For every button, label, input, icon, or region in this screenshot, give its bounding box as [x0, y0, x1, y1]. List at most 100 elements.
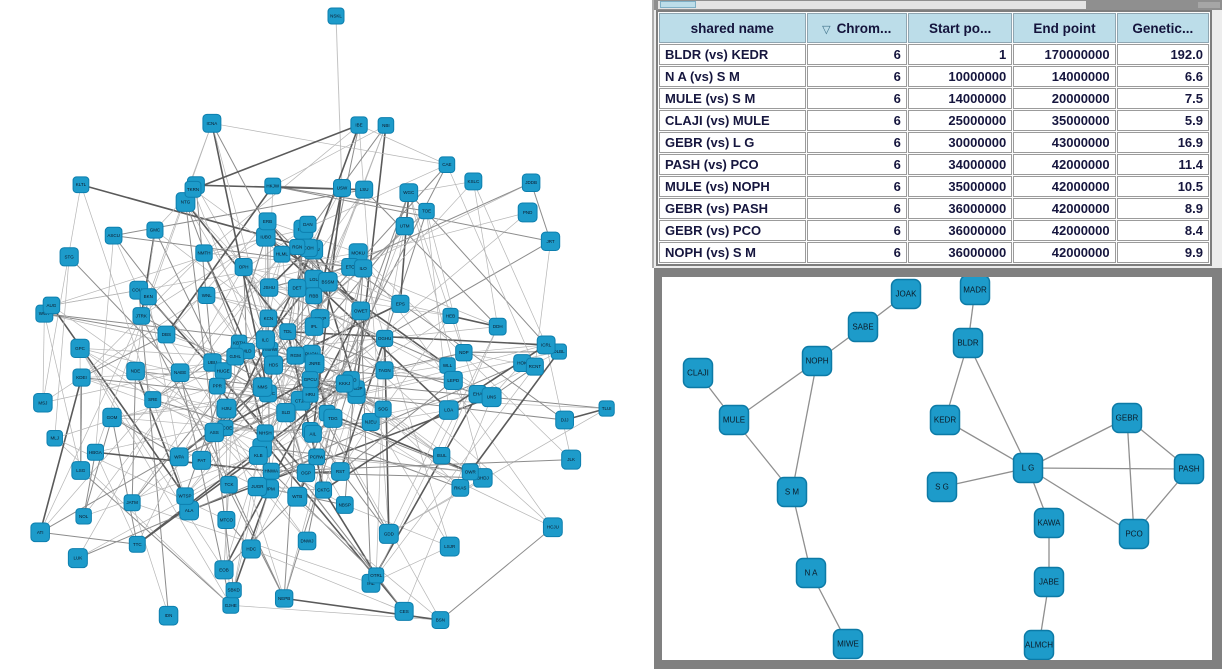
cell-value[interactable]: 42000000 [1013, 220, 1116, 241]
cell-shared-name[interactable]: NOPH (vs) S M [659, 242, 806, 263]
cell-value[interactable]: 10000000 [907, 66, 1013, 87]
network-node-MULE[interactable]: MULE [718, 404, 750, 436]
network-node-KEDR[interactable]: KEDR [929, 404, 961, 436]
network-node[interactable]: WTB [287, 486, 308, 507]
filter-funnel-icon[interactable]: ▽ [822, 23, 831, 36]
network-node[interactable]: NJEU [361, 412, 380, 431]
network-node[interactable]: SBKD [225, 582, 242, 599]
network-node-MIWE[interactable]: MIWE [832, 628, 864, 660]
network-node[interactable]: ILO [354, 259, 373, 278]
network-node[interactable]: OWR [461, 463, 479, 481]
network-node[interactable]: NMTH [195, 244, 213, 262]
cell-value[interactable]: 5.9 [1116, 110, 1209, 131]
network-node[interactable]: OGHU [376, 329, 394, 348]
cell-shared-name[interactable]: GEBR (vs) PASH [659, 198, 806, 219]
network-node[interactable]: HDS [263, 355, 284, 375]
network-node[interactable]: DNWJ [297, 531, 317, 551]
cell-shared-name[interactable]: MULE (vs) S M [659, 88, 806, 109]
cell-value[interactable]: 30000000 [907, 132, 1013, 153]
network-node-BLDR[interactable]: BLDR [952, 327, 984, 359]
network-node[interactable]: AIL [303, 424, 322, 443]
network-node[interactable]: JDDB [521, 173, 541, 192]
cell-value[interactable]: 42000000 [1013, 154, 1116, 175]
network-node[interactable]: WPA [169, 447, 189, 467]
network-node[interactable]: ISUL [432, 447, 451, 465]
network-node[interactable]: TDG [323, 408, 343, 428]
network-node-ALMCH[interactable]: ALMCH [1023, 629, 1055, 660]
network-node[interactable]: JATM [123, 494, 141, 512]
network-node[interactable]: RST [331, 462, 350, 481]
network-node[interactable]: WGC [399, 183, 419, 202]
network-node[interactable]: HUGE [214, 362, 232, 380]
network-node[interactable]: ERB [258, 212, 277, 231]
network-node-L G[interactable]: L G [1012, 452, 1044, 484]
network-edge-NOPH-S M[interactable] [791, 360, 818, 493]
network-node[interactable]: BKN [139, 288, 157, 306]
network-node[interactable]: HEB [442, 307, 459, 324]
network-node[interactable]: ASS [204, 422, 224, 443]
cell-value[interactable]: 8.9 [1116, 198, 1209, 219]
cell-shared-name[interactable]: MULE (vs) NOPH [659, 176, 806, 197]
cell-value[interactable]: 42000000 [1013, 176, 1116, 197]
network-node[interactable]: SLD [276, 403, 296, 423]
column-header-start-po[interactable]: Start po... [907, 13, 1013, 43]
network-node-KAWA[interactable]: KAWA [1033, 507, 1065, 539]
network-edge-L G-PCO[interactable] [1027, 467, 1135, 535]
network-node-NOPH[interactable]: NOPH [801, 345, 833, 377]
scrollbar-track[interactable] [658, 1, 1086, 9]
network-node[interactable]: JLK [561, 449, 582, 470]
network-node[interactable]: DBS [157, 325, 176, 344]
network-node[interactable]: EPS [391, 294, 410, 313]
network-node[interactable]: HRU [302, 386, 319, 403]
network-node[interactable]: WTSP [176, 487, 194, 505]
network-node[interactable]: JRT [540, 231, 561, 252]
network-node[interactable]: KCN [259, 309, 278, 328]
column-header-end-point[interactable]: End point [1013, 13, 1116, 43]
network-node[interactable]: MSJ [33, 393, 53, 413]
network-node[interactable]: GDD [378, 523, 399, 544]
network-node[interactable]: TAGN [375, 361, 394, 380]
network-node[interactable]: DET [287, 278, 307, 298]
network-node-GEBR[interactable]: GEBR [1111, 402, 1143, 434]
cell-value[interactable]: 36000000 [907, 220, 1013, 241]
network-node[interactable]: NAEE [170, 363, 190, 383]
network-node[interactable]: PCRW [308, 448, 326, 466]
network-node[interactable]: GJHE [222, 596, 240, 614]
network-node[interactable]: ICNA [202, 113, 222, 133]
network-node[interactable]: LUK [67, 548, 88, 569]
cell-value[interactable]: 192.0 [1116, 44, 1209, 65]
cell-value[interactable]: 6 [806, 88, 907, 109]
table-horizontal-scrollbar[interactable] [654, 0, 1222, 10]
network-node[interactable]: ASCU [104, 226, 123, 245]
network-node[interactable]: LSU [355, 180, 374, 199]
network-node[interactable]: PAT [192, 450, 212, 470]
network-node[interactable]: LOA [438, 400, 459, 420]
cell-shared-name[interactable]: BLDR (vs) KEDR [659, 44, 806, 65]
network-node-SABE[interactable]: SABE [847, 311, 879, 343]
table-row[interactable]: GEBR (vs) PCO 6 36000000 42000000 8.4 [659, 220, 1209, 241]
network-node[interactable]: PPR [208, 377, 226, 395]
network-node[interactable]: PND [517, 202, 538, 223]
network-node[interactable]: SOG [374, 400, 392, 418]
cell-value[interactable]: 42000000 [1013, 242, 1116, 263]
network-node-S M[interactable]: S M [776, 476, 808, 508]
network-node[interactable]: NSKL [327, 7, 345, 25]
network-node[interactable]: ICRL [536, 335, 556, 355]
network-node[interactable]: HDC [241, 539, 261, 559]
network-node[interactable]: LSG [71, 461, 91, 480]
column-header-chrom[interactable]: ▽ Chrom... [806, 13, 907, 43]
cell-value[interactable]: 9.9 [1116, 242, 1209, 263]
network-node-PASH[interactable]: PASH [1173, 453, 1205, 485]
network-node[interactable]: CKTG [314, 481, 333, 499]
cell-value[interactable]: 6 [806, 242, 907, 263]
cell-shared-name[interactable]: GEBR (vs) PCO [659, 220, 806, 241]
cell-value[interactable]: 25000000 [907, 110, 1013, 131]
network-node[interactable]: GOM [102, 407, 122, 428]
network-node[interactable]: UTM [395, 217, 414, 236]
network-node[interactable]: RGN [289, 238, 306, 256]
network-node[interactable]: CES [394, 601, 414, 621]
network-node[interactable]: NBSP [335, 496, 354, 514]
cell-value[interactable]: 8.4 [1116, 220, 1209, 241]
cell-value[interactable]: 6 [806, 44, 907, 65]
table-row[interactable]: GEBR (vs) PASH 6 36000000 42000000 8.9 [659, 198, 1209, 219]
